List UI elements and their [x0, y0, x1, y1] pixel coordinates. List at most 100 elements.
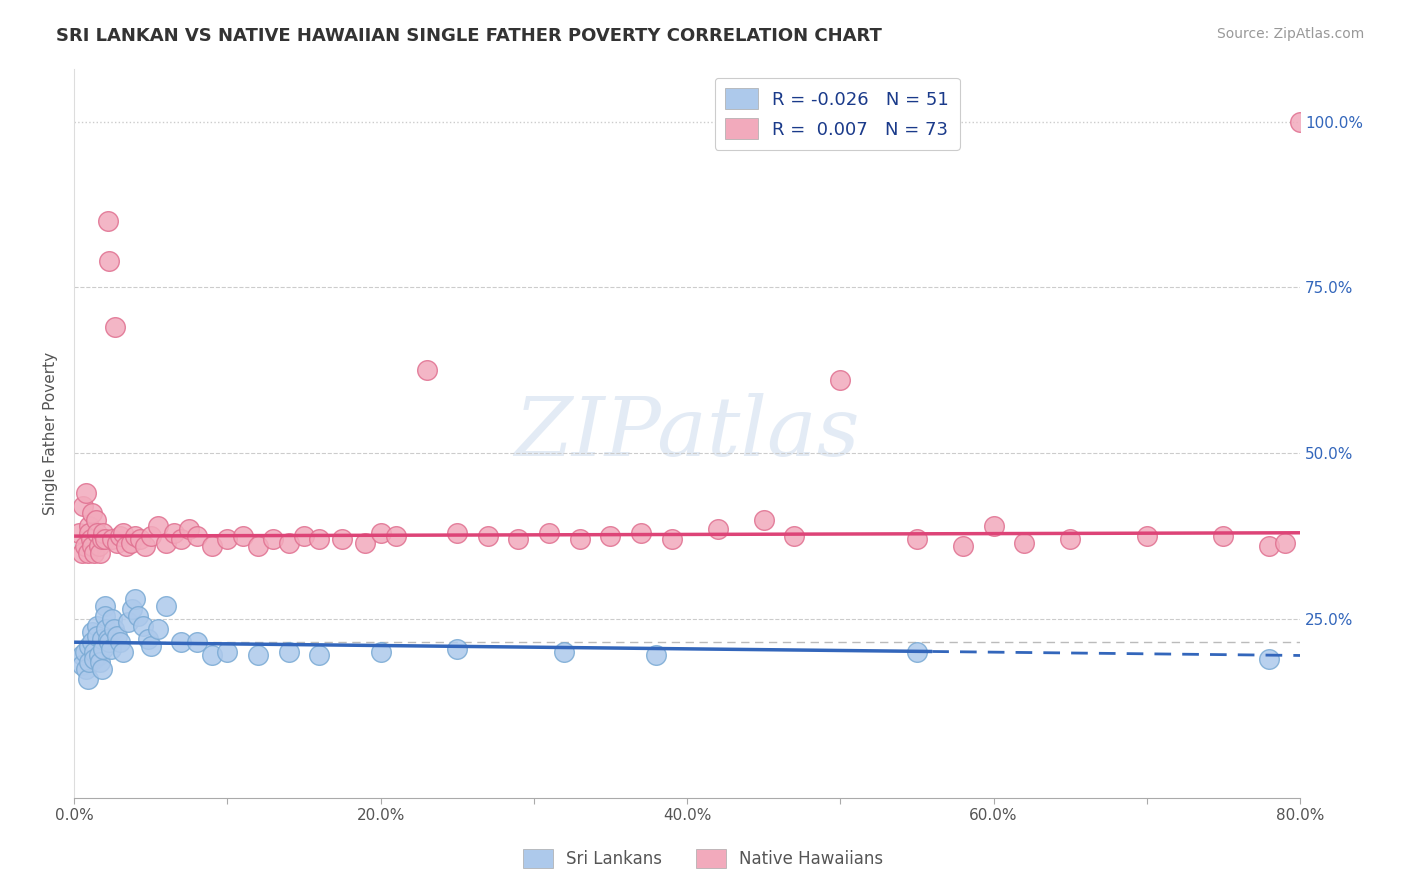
Point [121, 602, 143, 616]
Point [155, 535, 177, 549]
Point [308, 533, 330, 547]
Point [101, 533, 124, 547]
Point [170, 635, 193, 649]
Point [70, 648, 93, 663]
Point [86, 618, 108, 632]
Point [246, 648, 269, 663]
Point [155, 599, 177, 613]
Point [97, 214, 120, 228]
Point [105, 629, 128, 643]
Point [217, 533, 239, 547]
Point [90, 632, 112, 646]
Point [93, 608, 115, 623]
Point [91, 525, 114, 540]
Point [67, 525, 90, 540]
Point [89, 546, 111, 560]
Point [87, 539, 110, 553]
Point [98, 635, 121, 649]
Point [139, 639, 162, 653]
Point [98, 253, 121, 268]
Point [139, 529, 162, 543]
Point [80, 533, 103, 547]
Point [277, 645, 299, 659]
Point [108, 635, 131, 649]
Point [79, 639, 101, 653]
Point [77, 546, 100, 560]
Point [661, 533, 683, 547]
Point [84, 512, 107, 526]
Point [117, 615, 139, 630]
Point [73, 645, 96, 659]
Point [706, 523, 728, 537]
Point [89, 655, 111, 669]
Point [148, 519, 170, 533]
Point [905, 645, 928, 659]
Point [354, 535, 377, 549]
Point [136, 632, 159, 646]
Point [124, 592, 146, 607]
Legend: R = -0.026   N = 51, R =  0.007   N = 73: R = -0.026 N = 51, R = 0.007 N = 73 [714, 78, 960, 150]
Point [132, 618, 155, 632]
Point [86, 629, 108, 643]
Point [645, 648, 668, 663]
Point [120, 535, 142, 549]
Point [129, 533, 152, 547]
Point [79, 519, 101, 533]
Point [105, 535, 128, 549]
Point [186, 529, 208, 543]
Point [415, 363, 437, 377]
Point [446, 525, 468, 540]
Point [91, 641, 114, 656]
Point [830, 373, 852, 387]
Point [446, 641, 468, 656]
Point [1012, 535, 1035, 549]
Point [70, 658, 93, 673]
Point [292, 529, 315, 543]
Point [108, 529, 131, 543]
Point [82, 506, 104, 520]
Point [127, 608, 149, 623]
Point [783, 529, 806, 543]
Point [134, 539, 156, 553]
Point [217, 645, 239, 659]
Legend: Sri Lankans, Native Hawaiians: Sri Lankans, Native Hawaiians [516, 842, 890, 875]
Point [1274, 535, 1296, 549]
Point [1212, 529, 1234, 543]
Point [905, 533, 928, 547]
Point [630, 525, 652, 540]
Text: ZIPatlas: ZIPatlas [515, 393, 860, 474]
Point [83, 645, 105, 659]
Point [79, 655, 101, 669]
Point [93, 533, 115, 547]
Point [115, 539, 138, 553]
Point [90, 662, 112, 676]
Point [1136, 529, 1159, 543]
Point [83, 652, 105, 666]
Point [86, 525, 108, 540]
Point [75, 486, 97, 500]
Point [73, 539, 96, 553]
Point [599, 529, 621, 543]
Point [70, 546, 93, 560]
Point [538, 525, 561, 540]
Text: Source: ZipAtlas.com: Source: ZipAtlas.com [1216, 27, 1364, 41]
Point [186, 635, 208, 649]
Point [246, 539, 269, 553]
Point [103, 622, 125, 636]
Point [553, 645, 575, 659]
Point [508, 533, 530, 547]
Point [370, 645, 392, 659]
Point [385, 529, 408, 543]
Point [330, 533, 353, 547]
Point [77, 672, 100, 686]
Text: SRI LANKAN VS NATIVE HAWAIIAN SINGLE FATHER POVERTY CORRELATION CHART: SRI LANKAN VS NATIVE HAWAIIAN SINGLE FAT… [56, 27, 882, 45]
Point [232, 529, 254, 543]
Point [87, 648, 110, 663]
Point [112, 645, 135, 659]
Point [82, 625, 104, 640]
Point [170, 533, 193, 547]
Point [82, 635, 104, 649]
Point [1258, 539, 1281, 553]
Point [163, 525, 186, 540]
Point [1258, 652, 1281, 666]
